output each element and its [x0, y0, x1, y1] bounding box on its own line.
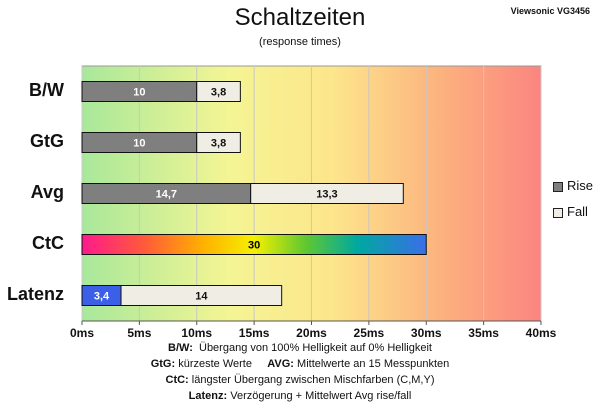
bar-fall-gtg: [196, 132, 241, 153]
x-tick-label: 30ms: [411, 326, 442, 340]
monitor-model: Viewsonic VG3456: [510, 6, 590, 16]
x-axis: 0ms 5ms 10ms 15ms 20ms 25ms 30ms 35ms 40ms: [70, 320, 557, 340]
category-label: Avg: [30, 181, 64, 202]
x-tick-label: 15ms: [239, 326, 270, 340]
data-label-rise: 10: [133, 138, 145, 150]
data-label-rise: 10: [133, 87, 145, 99]
bar-fall-avg: [250, 183, 404, 204]
x-tick-label: 10ms: [181, 326, 212, 340]
category-label: GtG: [30, 130, 64, 151]
bar-rise-ctc: [81, 234, 427, 255]
x-tick-label: 25ms: [354, 326, 385, 340]
bars-group: 10 3,8 10 3,8 14,7 13,3 30 3,4 14: [81, 81, 427, 306]
note-key: Latenz:: [188, 390, 228, 402]
note-key: CtC:: [165, 374, 189, 386]
note-text-2: Mittelwerte an 15 Messpunkten: [297, 358, 450, 370]
note-key: B/W:: [168, 342, 193, 354]
x-tick-label: 40ms: [526, 326, 557, 340]
note-gtg-avg: GtG: kürzeste Werte AVG: Mittelwerte an …: [0, 358, 600, 370]
data-label-fall: 13,3: [316, 189, 337, 201]
bar-fall-latenz: [120, 285, 283, 306]
chart-title: Schaltzeiten: [234, 4, 366, 31]
data-label-rise: 3,4: [94, 291, 110, 303]
category-label: CtC: [32, 232, 64, 253]
legend-swatch-rise: [553, 182, 563, 192]
x-tick-label: 0ms: [70, 326, 94, 340]
data-label-fall: 14: [195, 291, 208, 303]
legend-swatch-fall: [553, 208, 563, 218]
note-text: längster Übergang zwischen Mischfarben (…: [191, 374, 435, 386]
note-key-2: AVG:: [267, 358, 294, 370]
chart-subtitle: (response times): [259, 36, 341, 48]
data-label-fall: 3,8: [211, 138, 226, 150]
note-ctc: CtC: längster Übergang zwischen Mischfar…: [0, 374, 600, 386]
note-key: GtG:: [150, 358, 176, 370]
x-tick-label: 35ms: [468, 326, 499, 340]
data-label-fall: 3,8: [211, 87, 226, 99]
legend-label-fall: Fall: [567, 204, 588, 219]
x-tick-label: 5ms: [127, 326, 151, 340]
note-bw: B/W: Übergang von 100% Helligkeit auf 0%…: [0, 342, 600, 354]
category-label: B/W: [29, 79, 64, 100]
data-label-rise: 14,7: [156, 189, 177, 201]
note-text: kürzeste Werte: [178, 358, 252, 370]
legend-label-rise: Rise: [567, 178, 594, 193]
data-label-rise: 30: [248, 240, 260, 252]
x-tick-label: 20ms: [296, 326, 327, 340]
bar-fall-bw: [196, 81, 241, 102]
note-latenz: Latenz: Verzögerung + Mittelwert Avg ris…: [0, 390, 600, 402]
note-text: Verzögerung + Mittelwert Avg rise/fall: [230, 390, 412, 402]
category-label: Latenz: [6, 283, 64, 304]
note-text: Übergang von 100% Helligkeit auf 0% Hell…: [199, 342, 432, 354]
